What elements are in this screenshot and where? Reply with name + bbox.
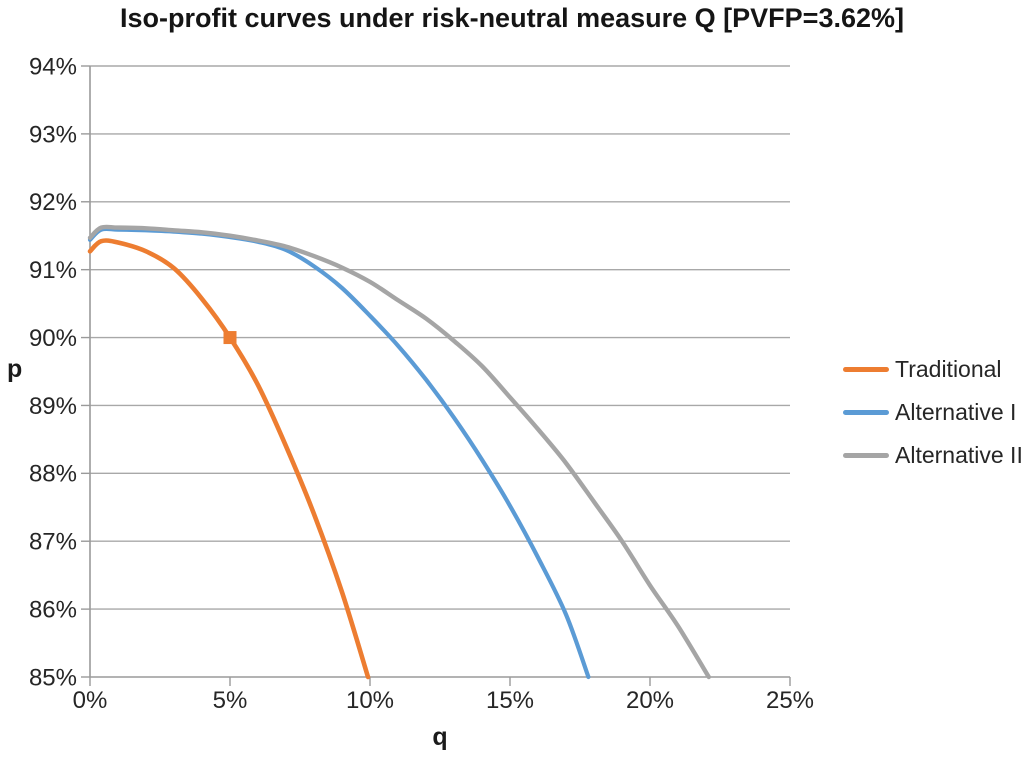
legend-swatch-alternative-1: [843, 409, 889, 415]
legend-item-alternative-1: Alternative I: [843, 399, 1023, 425]
y-tick-label: 87%: [29, 529, 77, 556]
legend-item-traditional: Traditional: [843, 356, 1023, 382]
x-tick-label: 10%: [346, 687, 394, 714]
y-axis-title: p: [7, 355, 23, 383]
marker-traditional: [223, 331, 237, 345]
y-tick-label: 91%: [29, 257, 77, 284]
y-tick-label: 86%: [29, 597, 77, 624]
legend-swatch-alternative-2: [843, 452, 889, 458]
y-tick-label: 88%: [29, 461, 77, 488]
y-tick-label: 93%: [29, 121, 77, 148]
y-tick-label: 90%: [29, 325, 77, 352]
x-tick-label: 25%: [766, 687, 814, 714]
y-tick-label: 94%: [29, 53, 77, 80]
x-tick-label: 5%: [213, 687, 248, 714]
x-tick-label: 20%: [626, 687, 674, 714]
legend-label-traditional: Traditional: [895, 355, 1002, 382]
x-axis-title: q: [432, 723, 448, 751]
chart-title: Iso-profit curves under risk-neutral mea…: [119, 3, 904, 33]
x-tick-label: 0%: [73, 687, 108, 714]
legend-item-alternative-2: Alternative II: [843, 442, 1023, 468]
legend-label-alternative-2: Alternative II: [895, 441, 1023, 468]
legend: Traditional Alternative I Alternative II: [843, 356, 1023, 485]
x-tick-label: 15%: [486, 687, 534, 714]
curve-traditional: [87, 238, 371, 680]
y-tick-label: 92%: [29, 189, 77, 216]
y-tick-label: 85%: [29, 664, 77, 691]
legend-swatch-traditional: [843, 366, 889, 372]
y-tick-label: 89%: [29, 393, 77, 420]
curve-alternative-ii: [87, 224, 711, 680]
legend-label-alternative-1: Alternative I: [895, 398, 1017, 425]
